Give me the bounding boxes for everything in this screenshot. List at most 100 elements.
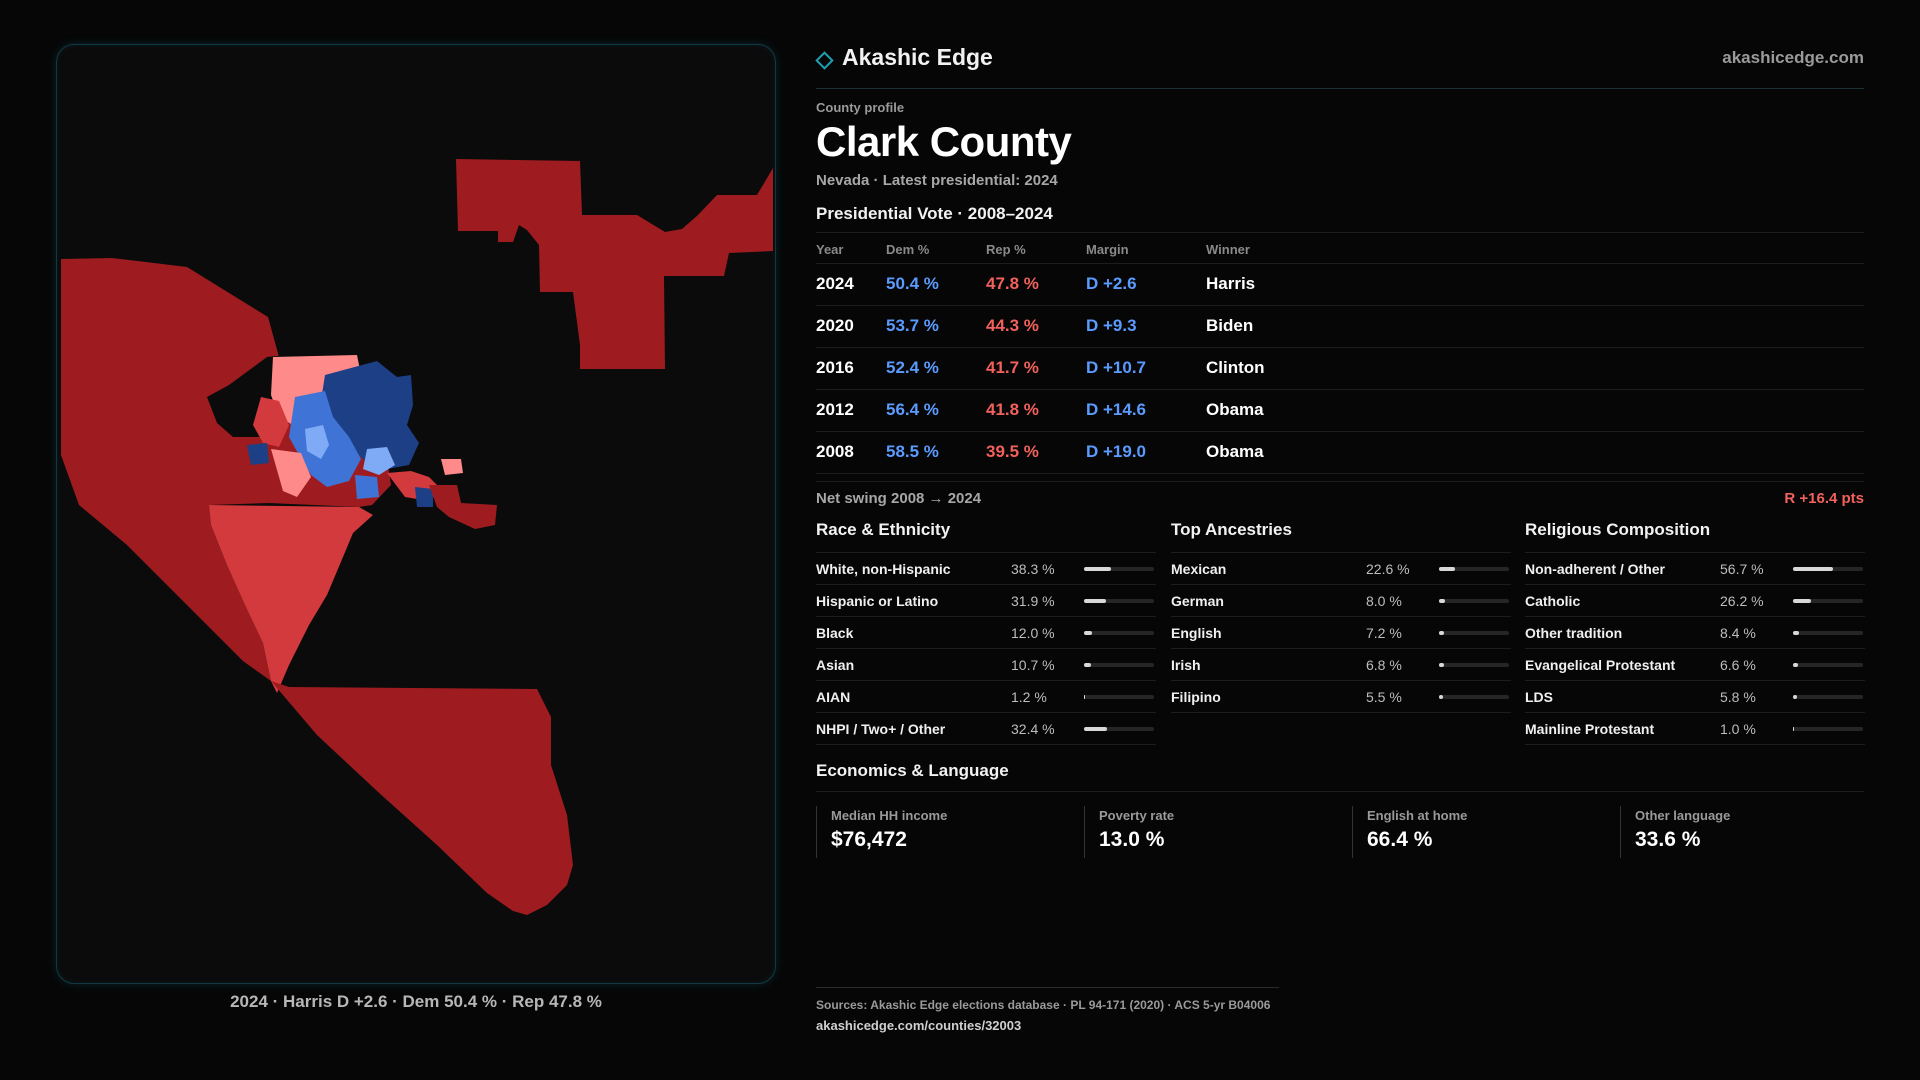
item-percent: 1.0 % bbox=[1720, 721, 1756, 737]
table-row: 2008 58.5 % 39.5 % D +19.0 Obama bbox=[816, 432, 1864, 474]
list-item: German 8.0 % bbox=[1171, 585, 1511, 617]
item-percent: 1.2 % bbox=[1011, 689, 1047, 705]
item-label: Non-adherent / Other bbox=[1525, 561, 1666, 577]
item-label: Mexican bbox=[1171, 561, 1227, 577]
net-swing-row: Net swing 2008 → 2024 R +16.4 pts bbox=[816, 481, 1864, 512]
share-bar bbox=[1439, 567, 1509, 571]
item-label: LDS bbox=[1525, 689, 1553, 705]
item-label: Evangelical Protestant bbox=[1525, 657, 1676, 673]
vote-margin: D +10.7 bbox=[1086, 358, 1147, 377]
list-item: Black 12.0 % bbox=[816, 617, 1156, 649]
item-label: Other tradition bbox=[1525, 625, 1623, 641]
share-bar-fill bbox=[1793, 695, 1798, 699]
vote-year: 2020 bbox=[816, 316, 854, 335]
list-item: Other tradition 8.4 % bbox=[1525, 617, 1865, 649]
share-bar bbox=[1439, 631, 1509, 635]
stat-label: Poverty rate bbox=[1099, 808, 1175, 823]
map-region-north[interactable] bbox=[456, 159, 773, 369]
share-bar-fill bbox=[1439, 599, 1445, 603]
share-bar bbox=[1084, 695, 1154, 699]
list-item: Mexican 22.6 % bbox=[1171, 553, 1511, 585]
vote-dem: 53.7 % bbox=[886, 316, 939, 335]
vote-margin: D +19.0 bbox=[1086, 442, 1147, 461]
vote-winner: Obama bbox=[1206, 442, 1264, 461]
item-label: Asian bbox=[816, 657, 855, 673]
list-item: English 7.2 % bbox=[1171, 617, 1511, 649]
brand-name[interactable]: Akashic Edge bbox=[842, 44, 993, 70]
map-region-southeast[interactable] bbox=[271, 681, 573, 915]
vote-table-header: Year Dem % Rep % Margin Winner bbox=[816, 233, 1864, 264]
stat-value: 66.4 % bbox=[1367, 828, 1433, 851]
list-item: NHPI / Two+ / Other 32.4 % bbox=[816, 713, 1156, 745]
item-percent: 8.0 % bbox=[1366, 593, 1402, 609]
vote-rep: 39.5 % bbox=[986, 442, 1039, 461]
ancestry-heading: Top Ancestries bbox=[1171, 520, 1292, 539]
share-bar-fill bbox=[1084, 631, 1093, 635]
table-row: 2024 50.4 % 47.8 % D +2.6 Harris bbox=[816, 264, 1864, 306]
vote-margin: D +2.6 bbox=[1086, 274, 1137, 293]
list-item: Hispanic or Latino 31.9 % bbox=[816, 585, 1156, 617]
vote-winner: Biden bbox=[1206, 316, 1254, 335]
stat-label: English at home bbox=[1367, 808, 1468, 823]
vote-winner: Clinton bbox=[1206, 358, 1265, 377]
share-bar-fill bbox=[1439, 567, 1455, 571]
vote-rep: 41.7 % bbox=[986, 358, 1039, 377]
county-map-panel[interactable] bbox=[56, 44, 776, 984]
share-bar-fill bbox=[1439, 631, 1445, 635]
stat-label: Median HH income bbox=[831, 808, 948, 823]
vote-rep: 41.8 % bbox=[986, 400, 1039, 419]
item-label: AIAN bbox=[816, 689, 851, 705]
share-bar-fill bbox=[1084, 567, 1111, 571]
vote-dem: 58.5 % bbox=[886, 442, 939, 461]
race-list: White, non-Hispanic 38.3 % Hispanic or Lat… bbox=[816, 552, 1156, 745]
stat-card-other-language: Other language 33.6 % bbox=[1620, 806, 1876, 858]
stat-card-median-income: Median HH income $76,472 bbox=[816, 806, 1072, 858]
county-page-link[interactable]: akashicedge.com/counties/32003 bbox=[816, 1018, 1022, 1033]
net-swing-label: Net swing 2008 → 2024 bbox=[816, 490, 982, 507]
map-region-east-wedge[interactable] bbox=[429, 485, 497, 529]
share-bar-fill bbox=[1439, 663, 1444, 667]
share-bar-fill bbox=[1793, 567, 1833, 571]
share-bar bbox=[1084, 727, 1154, 731]
share-bar bbox=[1793, 567, 1863, 571]
sources-text: Sources: Akashic Edge elections database… bbox=[816, 998, 1271, 1012]
vote-year: 2016 bbox=[816, 358, 854, 377]
economics-heading: Economics & Language bbox=[816, 761, 1009, 780]
list-item: AIAN 1.2 % bbox=[816, 681, 1156, 713]
col-dem: Dem % bbox=[886, 242, 930, 257]
profile-subtitle: Nevada · Latest presidential: 2024 bbox=[816, 172, 1058, 189]
share-bar bbox=[1793, 599, 1863, 603]
brand-header: Akashic Edge akashicedge.com bbox=[815, 42, 1864, 89]
race-ethnicity-section: Race & Ethnicity White, non-Hispanic 38.3… bbox=[816, 520, 1156, 745]
share-bar bbox=[1793, 695, 1863, 699]
economics-heading-row: Economics & Language bbox=[816, 761, 1864, 792]
table-row: 2016 52.4 % 41.7 % D +10.7 Clinton bbox=[816, 348, 1864, 390]
item-label: English bbox=[1171, 625, 1222, 641]
map-region-southwest[interactable] bbox=[79, 505, 271, 681]
brand-url-link[interactable]: akashicedge.com bbox=[1722, 48, 1864, 67]
map-region-central-south[interactable] bbox=[209, 505, 373, 693]
item-percent: 8.4 % bbox=[1720, 625, 1756, 641]
vote-table: Year Dem % Rep % Margin Winner 2024 50.4… bbox=[816, 232, 1864, 474]
share-bar bbox=[1439, 663, 1509, 667]
vote-section-heading: Presidential Vote · 2008–2024 bbox=[816, 204, 1053, 223]
list-item: Asian 10.7 % bbox=[816, 649, 1156, 681]
item-percent: 5.5 % bbox=[1366, 689, 1402, 705]
item-percent: 32.4 % bbox=[1011, 721, 1055, 737]
page-title: Clark County bbox=[816, 118, 1072, 165]
share-bar-fill bbox=[1084, 599, 1107, 603]
share-bar bbox=[1439, 695, 1509, 699]
item-percent: 6.6 % bbox=[1720, 657, 1756, 673]
race-heading: Race & Ethnicity bbox=[816, 520, 951, 539]
share-bar bbox=[1439, 599, 1509, 603]
item-label: Filipino bbox=[1171, 689, 1221, 705]
item-percent: 6.8 % bbox=[1366, 657, 1402, 673]
vote-rep: 47.8 % bbox=[986, 274, 1039, 293]
item-label: Black bbox=[816, 625, 854, 641]
map-urban-core[interactable] bbox=[247, 355, 463, 507]
stat-card-poverty-rate: Poverty rate 13.0 % bbox=[1084, 806, 1340, 858]
county-map[interactable] bbox=[57, 45, 775, 983]
share-bar bbox=[1084, 567, 1154, 571]
county-profile-panel: Akashic Edge akashicedge.com County prof… bbox=[815, 0, 1865, 1080]
vote-year: 2008 bbox=[816, 442, 854, 461]
